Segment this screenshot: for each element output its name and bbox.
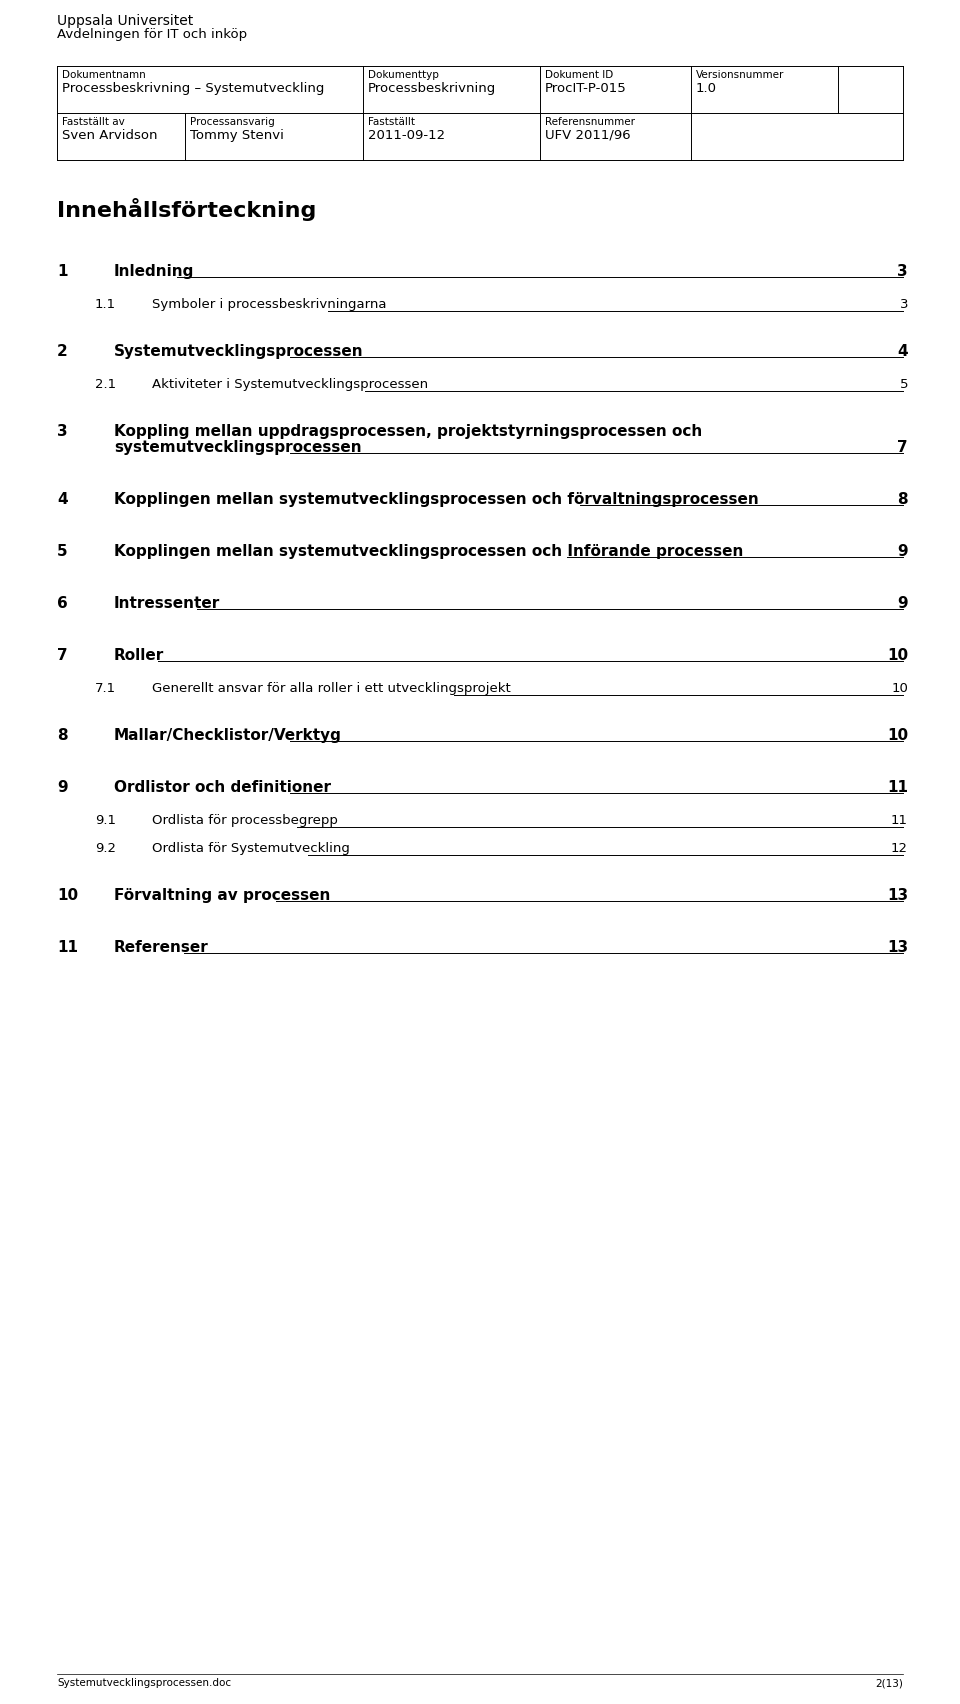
Text: 12: 12 <box>891 842 908 855</box>
Text: 8: 8 <box>898 492 908 508</box>
Text: Dokumenttyp: Dokumenttyp <box>368 70 439 80</box>
Text: Kopplingen mellan systemutvecklingsprocessen och förvaltningsprocessen: Kopplingen mellan systemutvecklingsproce… <box>114 492 758 508</box>
Text: 5: 5 <box>900 378 908 390</box>
Text: 5: 5 <box>57 544 67 559</box>
Text: Förvaltning av processen: Förvaltning av processen <box>114 888 330 903</box>
Text: 2.1: 2.1 <box>95 378 116 390</box>
Text: Aktiviteter i Systemutvecklingsprocessen: Aktiviteter i Systemutvecklingsprocessen <box>152 378 428 390</box>
Text: Tommy Stenvi: Tommy Stenvi <box>190 130 284 141</box>
Text: Systemutvecklingsprocessen: Systemutvecklingsprocessen <box>114 344 364 360</box>
Text: 4: 4 <box>57 492 67 508</box>
Text: 9.1: 9.1 <box>95 815 116 826</box>
Text: Fastställt: Fastställt <box>368 118 415 128</box>
Text: Processbeskrivning: Processbeskrivning <box>368 82 496 95</box>
Text: 11: 11 <box>887 780 908 796</box>
Text: ProcIT-P-015: ProcIT-P-015 <box>545 82 627 95</box>
Text: 2: 2 <box>57 344 68 360</box>
Text: systemutvecklingsprocessen: systemutvecklingsprocessen <box>114 440 362 455</box>
Text: 9.2: 9.2 <box>95 842 116 855</box>
Text: Ordlistor och definitioner: Ordlistor och definitioner <box>114 780 331 796</box>
Text: 10: 10 <box>887 728 908 743</box>
Text: 4: 4 <box>898 344 908 360</box>
Text: Roller: Roller <box>114 648 164 663</box>
Text: 2011-09-12: 2011-09-12 <box>368 130 445 141</box>
Text: 2(13): 2(13) <box>876 1678 903 1689</box>
Text: UFV 2011/96: UFV 2011/96 <box>545 130 631 141</box>
Text: 10: 10 <box>891 682 908 695</box>
Text: 6: 6 <box>57 596 68 612</box>
Text: 9: 9 <box>898 596 908 612</box>
Text: 11: 11 <box>57 941 78 954</box>
Text: 3: 3 <box>57 424 67 440</box>
Text: Generellt ansvar för alla roller i ett utvecklingsprojekt: Generellt ansvar för alla roller i ett u… <box>152 682 511 695</box>
Text: Mallar/Checklistor/Verktyg: Mallar/Checklistor/Verktyg <box>114 728 342 743</box>
Text: Versionsnummer: Versionsnummer <box>696 70 784 80</box>
Text: Referensnummer: Referensnummer <box>545 118 635 128</box>
Text: 9: 9 <box>898 544 908 559</box>
Text: Referenser: Referenser <box>114 941 208 954</box>
Text: 1.0: 1.0 <box>696 82 717 95</box>
Text: 9: 9 <box>57 780 67 796</box>
Text: Symboler i processbeskrivningarna: Symboler i processbeskrivningarna <box>152 298 387 312</box>
Text: Sven Arvidson: Sven Arvidson <box>62 130 157 141</box>
Text: 7: 7 <box>898 440 908 455</box>
Text: Dokumentnamn: Dokumentnamn <box>62 70 146 80</box>
Text: Innehållsförteckning: Innehållsförteckning <box>57 198 317 222</box>
Text: Processansvarig: Processansvarig <box>190 118 275 128</box>
Text: 10: 10 <box>887 648 908 663</box>
Text: Inledning: Inledning <box>114 264 194 279</box>
Text: 7.1: 7.1 <box>95 682 116 695</box>
Text: Ordlista för processbegrepp: Ordlista för processbegrepp <box>152 815 338 826</box>
Text: 13: 13 <box>887 888 908 903</box>
Text: Ordlista för Systemutveckling: Ordlista för Systemutveckling <box>152 842 349 855</box>
Text: Koppling mellan uppdragsprocessen, projektstyrningsprocessen och: Koppling mellan uppdragsprocessen, proje… <box>114 424 703 440</box>
Text: Dokument ID: Dokument ID <box>545 70 613 80</box>
Text: Processbeskrivning – Systemutveckling: Processbeskrivning – Systemutveckling <box>62 82 324 95</box>
Text: Intressenter: Intressenter <box>114 596 220 612</box>
Text: Avdelningen för IT och inköp: Avdelningen för IT och inköp <box>57 27 247 41</box>
Text: 10: 10 <box>57 888 78 903</box>
Text: 1: 1 <box>57 264 67 279</box>
Text: Systemutvecklingsprocessen.doc: Systemutvecklingsprocessen.doc <box>57 1678 231 1689</box>
Text: 8: 8 <box>57 728 67 743</box>
Text: 3: 3 <box>898 264 908 279</box>
Text: 13: 13 <box>887 941 908 954</box>
Text: Fastställt av: Fastställt av <box>62 118 125 128</box>
Text: Kopplingen mellan systemutvecklingsprocessen och Införande processen: Kopplingen mellan systemutvecklingsproce… <box>114 544 743 559</box>
Text: Uppsala Universitet: Uppsala Universitet <box>57 14 193 27</box>
Text: 3: 3 <box>900 298 908 312</box>
Text: 11: 11 <box>891 815 908 826</box>
Text: 7: 7 <box>57 648 67 663</box>
Text: 1.1: 1.1 <box>95 298 116 312</box>
